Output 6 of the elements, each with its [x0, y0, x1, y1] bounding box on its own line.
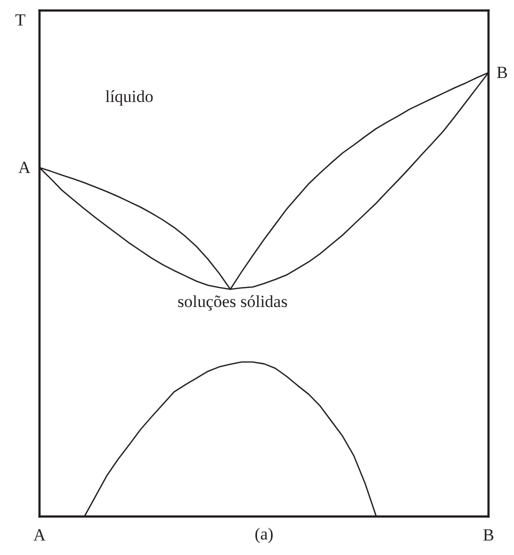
- annotation: líquido: [105, 87, 154, 106]
- text: (a): [254, 524, 274, 544]
- annotation: B: [496, 63, 508, 82]
- y-axis-title: T: [15, 10, 26, 30]
- annotation: A: [18, 158, 32, 178]
- annotation: soluções sólidas: [178, 292, 288, 311]
